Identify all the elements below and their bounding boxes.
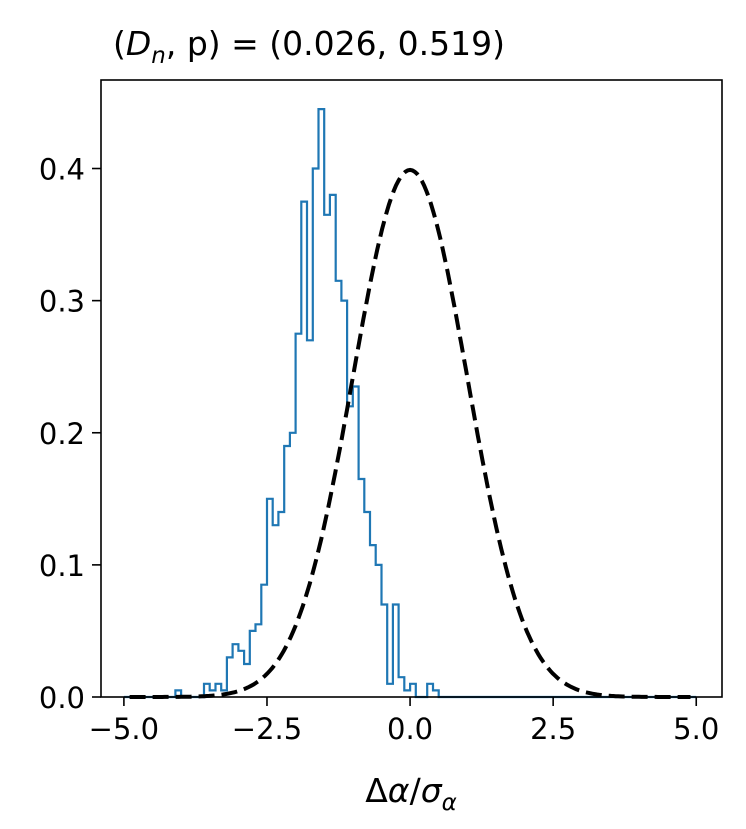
x-tick-label: 5.0 <box>673 712 719 746</box>
y-axis-ticks: 0.0 0.1 0.2 0.3 0.4 <box>39 153 101 715</box>
x-tick-label: 0.0 <box>387 712 433 746</box>
y-tick-label: 0.0 <box>39 681 85 715</box>
histogram-bin <box>273 525 279 697</box>
plot-frame <box>100 79 723 698</box>
y-tick-label: 0.1 <box>39 549 85 583</box>
histogram-bin <box>370 545 376 697</box>
normal-fit-curve <box>129 167 691 699</box>
histogram-bin <box>336 281 342 697</box>
histogram-bin <box>290 433 296 697</box>
histogram <box>123 108 697 699</box>
x-tick-label: −2.5 <box>232 712 302 746</box>
y-tick-label: 0.3 <box>39 285 85 319</box>
histogram-bin <box>307 340 313 697</box>
x-tick-label: −5.0 <box>89 712 159 746</box>
chart-title: (Dn, p) = (0.026, 0.519) <box>113 24 505 69</box>
x-tick-label: 2.5 <box>530 712 576 746</box>
histogram-bin <box>387 684 393 697</box>
histogram-bin <box>244 664 250 697</box>
x-axis-title: Δα/σα <box>365 771 457 816</box>
y-tick-label: 0.4 <box>39 153 85 187</box>
histogram-bin <box>256 624 262 697</box>
histogram-outline <box>123 108 697 699</box>
histogram-bin <box>347 406 353 697</box>
histogram-bin <box>324 215 330 697</box>
normal-pdf-line <box>129 167 691 699</box>
histogram-bin <box>278 512 284 697</box>
x-axis-ticks: −5.0 −2.5 0.0 2.5 5.0 <box>89 697 719 746</box>
y-tick-label: 0.2 <box>39 417 85 451</box>
